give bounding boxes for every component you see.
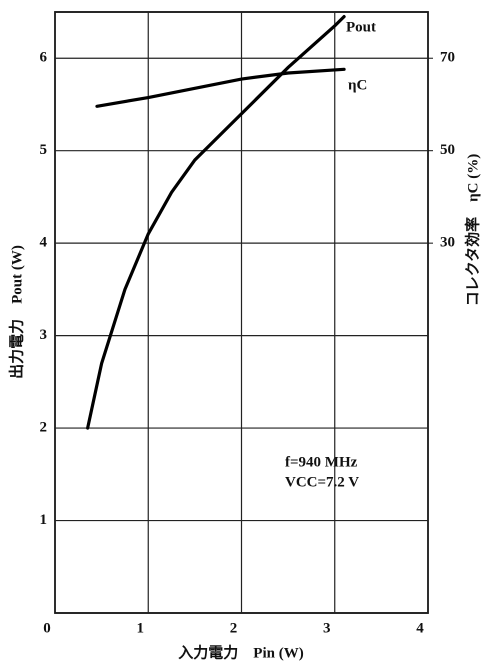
x-tick-label: 2 bbox=[230, 620, 238, 636]
annotation: VCC=7.2 V bbox=[285, 474, 359, 490]
x-tick-label: 1 bbox=[137, 620, 145, 636]
line bbox=[88, 17, 344, 428]
line bbox=[97, 69, 344, 106]
chart: 入力電力 Pin (W) 出力電力 Pout (W) コレクタ効率 ηC (%)… bbox=[0, 0, 484, 668]
x-axis-title: 入力電力 Pin (W) bbox=[178, 643, 303, 661]
y-axis-title: 出力電力 Pout (W) bbox=[7, 245, 25, 379]
x-tick-label: 0 bbox=[43, 620, 51, 636]
x-tick-label: 4 bbox=[416, 620, 424, 636]
y2-tick-label: 70 bbox=[440, 50, 455, 66]
annotation: f=940 MHz bbox=[285, 454, 358, 470]
y-tick-label: 6 bbox=[40, 50, 48, 66]
y-tick-label: 2 bbox=[40, 420, 48, 436]
y-tick-label: 5 bbox=[40, 142, 48, 158]
page: 入力電力 Pin (W) 出力電力 Pout (W) コレクタ効率 ηC (%)… bbox=[0, 0, 484, 668]
x-tick-label: 3 bbox=[323, 620, 331, 636]
y2-tick-label: 50 bbox=[440, 142, 455, 158]
y2-axis-title: コレクタ効率 ηC (%) bbox=[463, 154, 481, 307]
y2-tick-label: 30 bbox=[440, 235, 455, 251]
series-label: Pout bbox=[346, 19, 376, 35]
y-tick-label: 1 bbox=[40, 512, 48, 528]
y-tick-label: 4 bbox=[40, 235, 48, 251]
series-label: ηC bbox=[348, 77, 367, 93]
y-tick-label: 3 bbox=[40, 327, 48, 343]
